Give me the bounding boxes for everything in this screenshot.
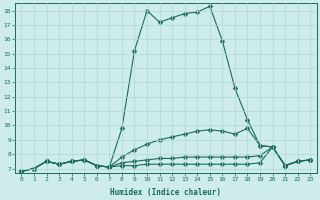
- X-axis label: Humidex (Indice chaleur): Humidex (Indice chaleur): [110, 188, 221, 197]
